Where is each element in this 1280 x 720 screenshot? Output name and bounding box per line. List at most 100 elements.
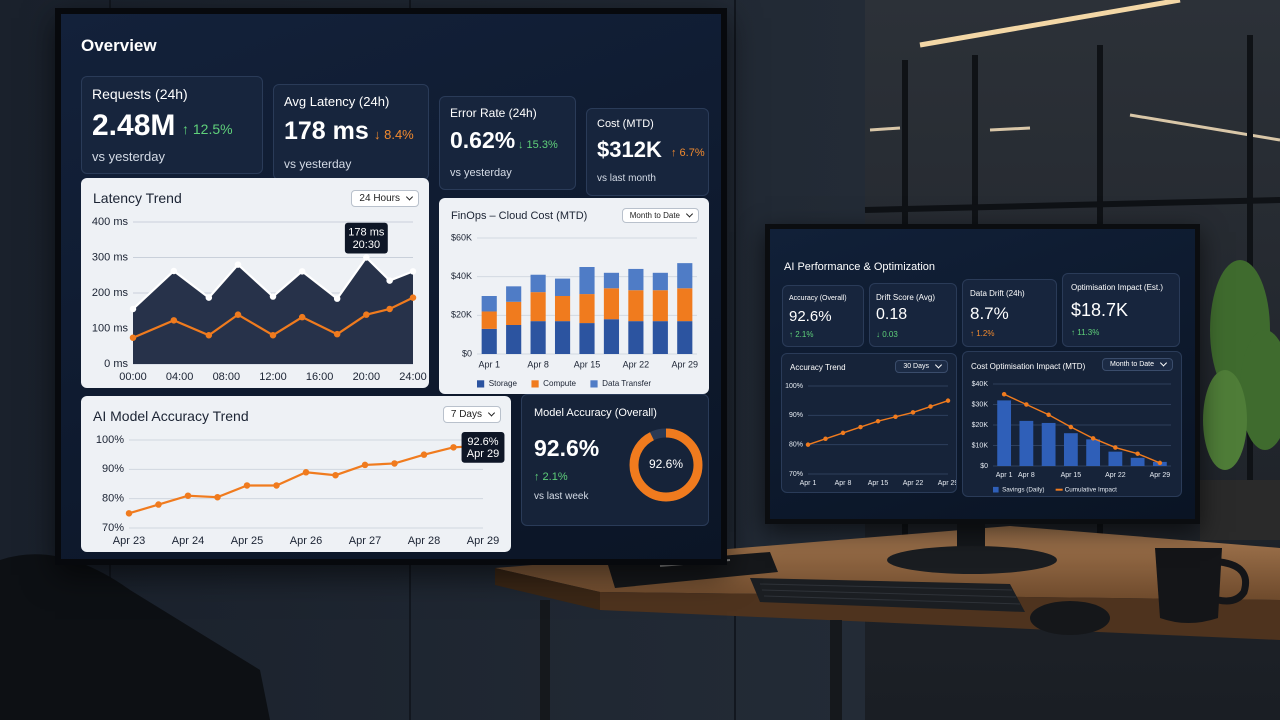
bar <box>579 323 595 354</box>
tooltip-subtext: 20:30 <box>353 239 381 251</box>
desk-leg <box>830 620 842 720</box>
kpi-label: Requests (24h) <box>92 86 188 102</box>
filter-dropdown[interactable]: Month to Date <box>621 208 699 223</box>
accuracy-trend-chart: 70% 80% 90% 100% Apr 1 Apr 8 Apr 15 Apr 22 Apr 2… <box>785 383 956 487</box>
filter-dropdown[interactable]: 7 Days <box>442 406 501 423</box>
desk-side <box>495 568 600 610</box>
bar <box>579 294 595 324</box>
bar <box>481 311 497 329</box>
kpi-value: 92.6% <box>534 435 600 461</box>
point <box>214 493 221 501</box>
kpi-label: Error Rate (24h) <box>450 106 537 120</box>
y-tick-label: 80% <box>102 493 124 505</box>
y-tick-label: $20K <box>972 422 989 429</box>
point <box>302 469 310 476</box>
line <box>132 296 414 339</box>
accuracy-trend-card: Accuracy Trend 30 Days 70% 80% 90% 100% Apr … <box>781 353 957 493</box>
point <box>1001 392 1007 397</box>
bar <box>506 325 522 354</box>
bar <box>677 321 693 354</box>
point <box>1135 451 1140 456</box>
cost-card: FinOps – Cloud Cost (MTD) Month to Date … <box>439 198 709 394</box>
x-tick-label: Apr 1 <box>800 480 817 487</box>
point <box>386 277 393 284</box>
filter-dropdown[interactable]: Month to Date <box>1102 358 1173 371</box>
kpi-card: Accuracy (Overall) 92.6% ↑ 2.1% <box>782 285 864 347</box>
mouse <box>1030 601 1110 635</box>
tv-dashboard: Overview Requests (24h) 2.48M ↑ 12.5% vs… <box>55 8 727 565</box>
x-tick-label: Apr 1 <box>478 359 500 369</box>
kpi-value: 0.18 <box>876 306 908 323</box>
legend-label: Cumulative Impact <box>1065 486 1117 493</box>
point <box>234 311 242 318</box>
x-tick-label: Apr 22 <box>903 480 924 487</box>
y-tick-label: 0 ms <box>104 358 128 370</box>
filter-dropdown[interactable]: 30 Days <box>895 360 948 373</box>
cost-impact-card: Cost Optimisation Impact (MTD) Month to … <box>962 351 1182 497</box>
ceiling-lights <box>869 0 1280 142</box>
y-tick-label: $40K <box>972 381 989 388</box>
bar <box>652 290 668 322</box>
point <box>170 267 178 275</box>
y-tick-label: 90% <box>789 412 803 419</box>
area <box>133 257 413 364</box>
kpi-value: 92.6% <box>789 308 832 325</box>
point <box>269 331 277 339</box>
bar <box>603 319 620 354</box>
kpi-label: Optimisation Impact (Est.) <box>1071 283 1164 292</box>
point <box>945 398 951 403</box>
kpi-change: ↑ 2.1% <box>789 330 814 339</box>
card-title: Accuracy Trend <box>790 363 846 372</box>
point <box>805 442 811 447</box>
point <box>205 294 213 301</box>
kpi-change: ↓ 0.03 <box>876 330 898 339</box>
x-tick-label: 16:00 <box>306 371 334 383</box>
x-tick-label: Apr 15 <box>1061 472 1082 479</box>
bar <box>652 272 668 291</box>
kpi-label: Cost (MTD) <box>597 118 654 130</box>
plant <box>1200 260 1280 540</box>
accuracy-card: AI Model Accuracy Trend 7 Days 70% 80% 90%… <box>81 396 511 552</box>
point <box>333 295 341 302</box>
x-tick-label: Apr 15 <box>574 359 601 369</box>
kpi-change: ↓ 15.3% <box>518 139 558 151</box>
bar <box>530 274 546 293</box>
bar <box>1130 457 1145 466</box>
bar <box>554 321 571 354</box>
keyboard-keys <box>759 583 1021 605</box>
legend-label: Storage <box>489 379 518 388</box>
x-tick-label: Apr 8 <box>527 359 549 369</box>
bar <box>677 288 693 322</box>
kpi-card: Data Drift (24h) 8.7% ↑ 1.2% <box>962 279 1057 347</box>
kpi-change: ↑ 11.3% <box>1071 328 1100 337</box>
x-tick-label: Apr 1 <box>996 472 1013 479</box>
point <box>1068 424 1074 430</box>
point <box>205 331 213 339</box>
point <box>234 261 242 268</box>
filter-dropdown[interactable]: 24 Hours <box>351 190 419 207</box>
card-title: AI Model Accuracy Trend <box>93 408 249 424</box>
point <box>858 424 863 430</box>
bar <box>554 278 571 296</box>
y-tick-label: 100 ms <box>92 322 129 334</box>
bar <box>628 321 644 354</box>
legend-label: Savings (Daily) <box>1002 486 1044 493</box>
latency-chart: 0 ms 100 ms 200 ms 300 ms 400 ms 00:00 04:00 08… <box>92 216 427 383</box>
legend-swatch <box>477 380 485 388</box>
kpi-note: vs last week <box>534 491 589 502</box>
point <box>450 444 457 451</box>
kpi-label: Avg Latency (24h) <box>284 94 390 109</box>
point <box>409 294 417 301</box>
x-tick-label: Apr 25 <box>231 535 263 547</box>
x-tick-label: Apr 29 <box>467 535 499 547</box>
bar <box>506 301 522 325</box>
tooltip <box>461 432 505 463</box>
bar <box>677 263 693 289</box>
donut-chart: 92.6% <box>629 428 703 502</box>
kpi-change: ↑ 6.7% <box>671 147 705 159</box>
cost-chart: $0 $20K $40K $60K Apr 1 Apr 8 Apr 15 Apr 22 Apr … <box>451 232 698 388</box>
legend-label: Data Transfer <box>602 379 651 388</box>
point <box>363 254 370 261</box>
bar <box>603 272 620 289</box>
